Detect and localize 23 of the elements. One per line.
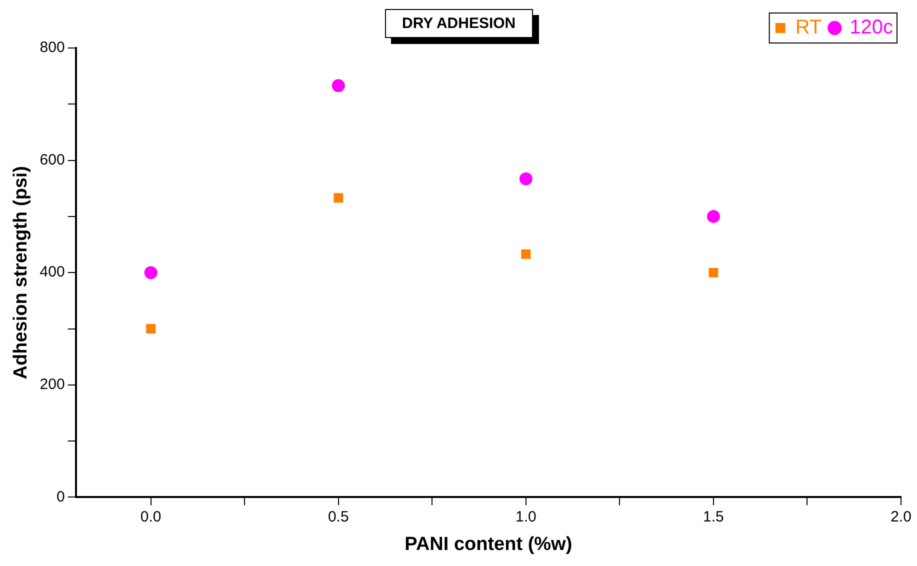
y-tick-label: 400	[40, 264, 65, 281]
point	[708, 268, 718, 278]
point	[146, 324, 156, 334]
y-tick-label: 0	[56, 488, 65, 506]
chart-title: DRY ADHESION	[385, 9, 533, 38]
point	[332, 79, 345, 92]
y-tick-label: 600	[40, 151, 65, 168]
x-tick-label: 2.0	[890, 508, 912, 526]
point	[144, 266, 158, 280]
y-axis-title: Adhesion strength (psi)	[10, 166, 32, 380]
x-axis-title: PANI content (%w)	[404, 534, 572, 555]
point	[521, 249, 531, 259]
point	[519, 172, 532, 186]
x-tick-label: 1.5	[703, 508, 724, 526]
x-tick-label: 0.0	[140, 508, 162, 526]
point	[334, 193, 344, 203]
legend-label: 120c	[850, 16, 894, 39]
y-tick-label: 800	[40, 39, 65, 56]
x-tick-label: 0.5	[328, 508, 349, 526]
x-tick-label: 1.0	[515, 508, 536, 526]
legend-label: RT	[795, 16, 822, 39]
point	[706, 210, 720, 223]
y-tick-label: 200	[40, 376, 65, 394]
